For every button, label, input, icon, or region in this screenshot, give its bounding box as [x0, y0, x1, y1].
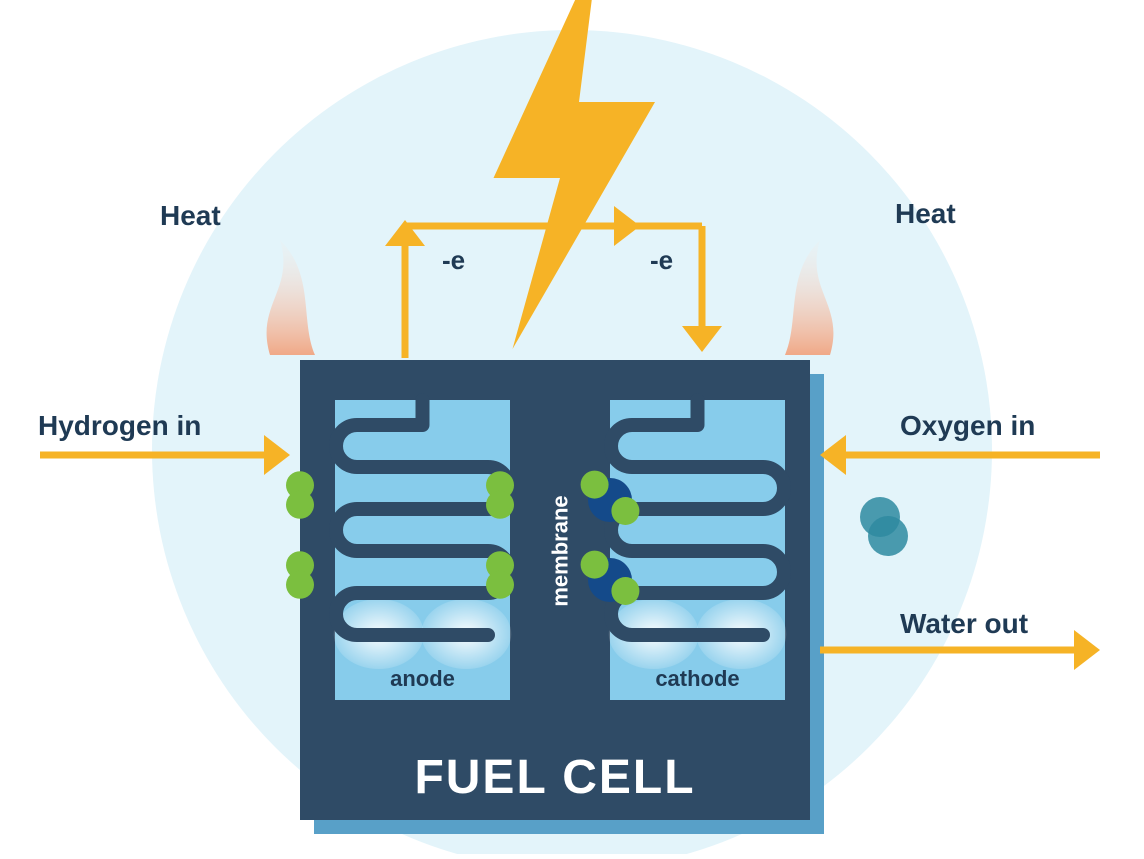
label-heat-right: Heat	[895, 198, 956, 230]
label-membrane: membrane	[548, 495, 574, 606]
hydrogen-molecule-icon	[286, 471, 314, 519]
arrow-water-out-head	[1074, 630, 1100, 670]
hydrogen-molecule-icon	[486, 471, 514, 519]
label-anode: anode	[335, 666, 510, 692]
label-cathode: cathode	[610, 666, 785, 692]
label-electron-right: -e	[650, 245, 673, 276]
label-water-out: Water out	[900, 608, 1028, 640]
diagram-stage: Heat Heat Hydrogen in Oxygen in Water ou…	[0, 0, 1144, 854]
fuel-cell-title: FUEL CELL	[300, 750, 810, 805]
label-oxygen-in: Oxygen in	[900, 410, 1035, 442]
label-heat-left: Heat	[160, 200, 221, 232]
hydrogen-molecule-icon	[286, 551, 314, 599]
hydrogen-molecule-icon	[486, 551, 514, 599]
label-electron-left: -e	[442, 245, 465, 276]
label-hydrogen-in: Hydrogen in	[38, 410, 201, 442]
